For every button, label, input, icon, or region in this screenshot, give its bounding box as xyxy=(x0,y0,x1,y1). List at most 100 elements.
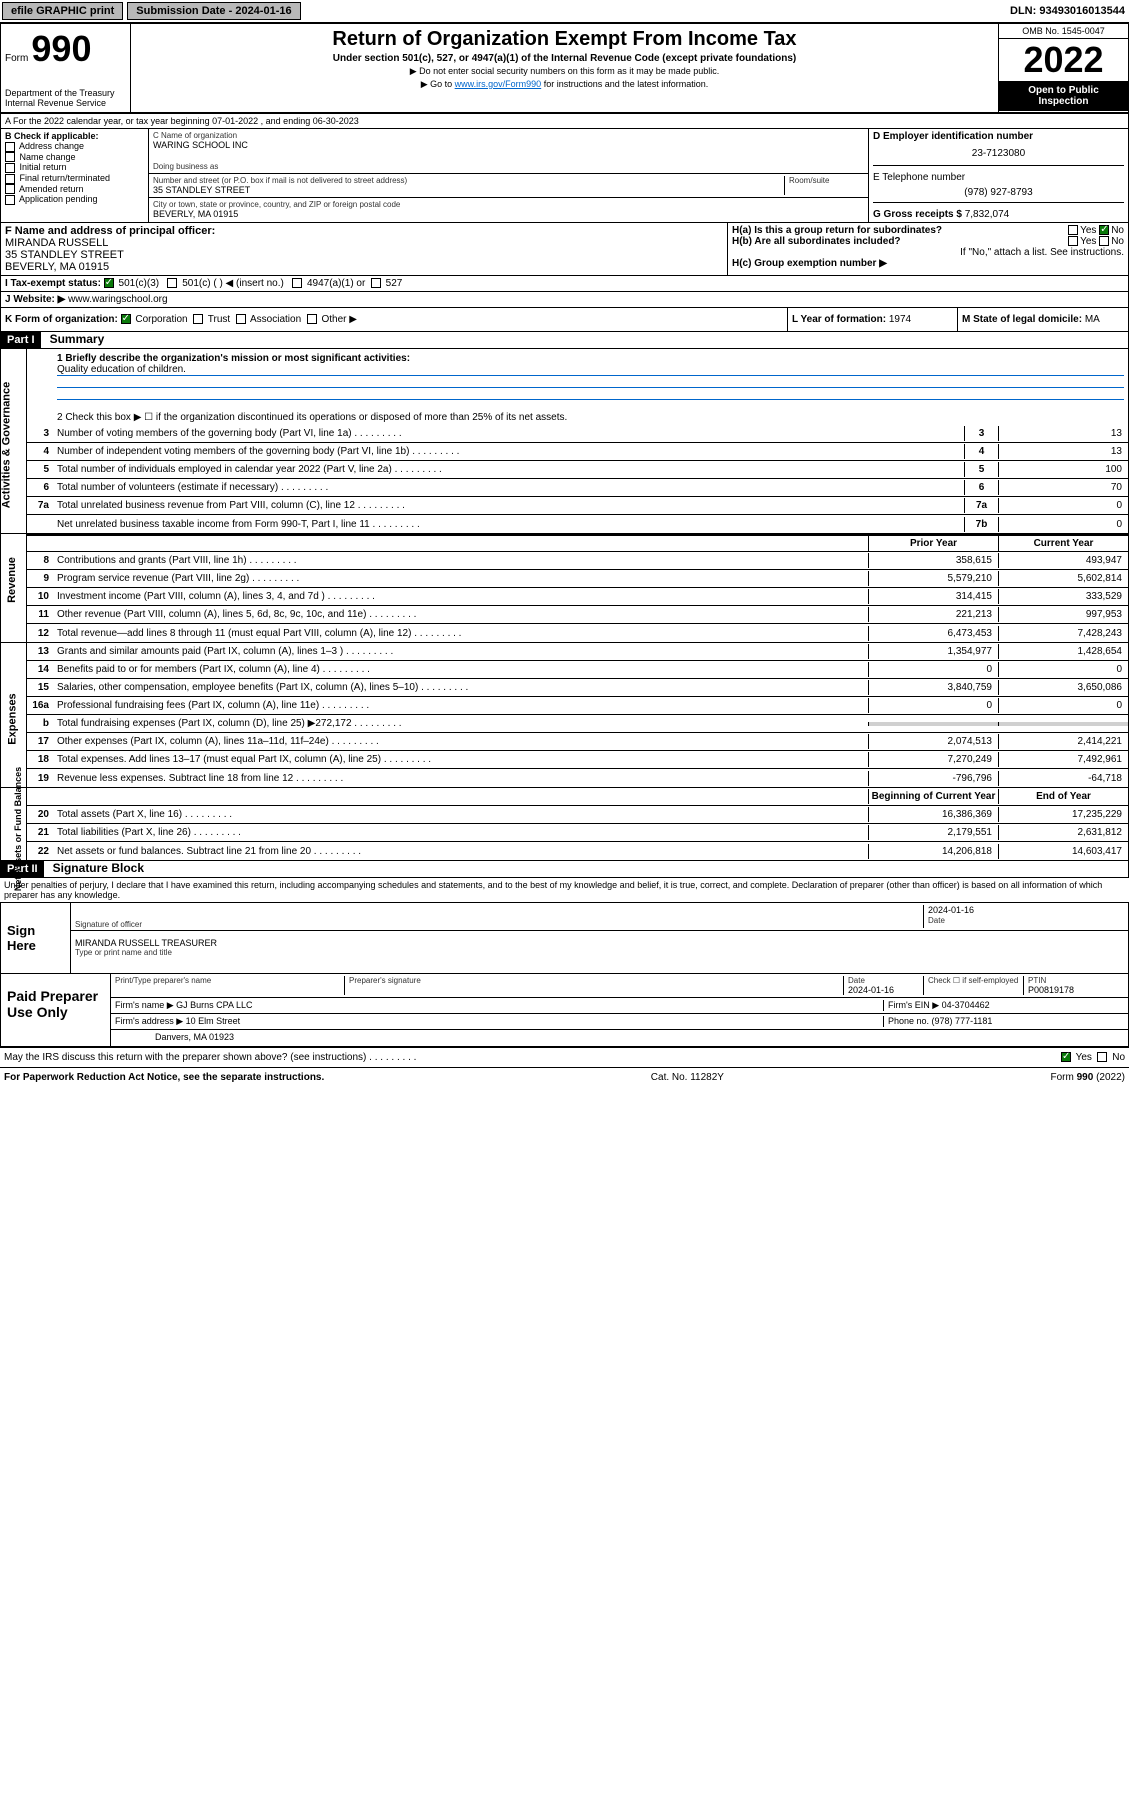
dba-label: Doing business as xyxy=(153,162,864,171)
vtab-exp: Expenses xyxy=(7,693,19,744)
501c-checkbox[interactable] xyxy=(167,278,177,288)
footer-right: Form 990 (2022) xyxy=(1051,1072,1125,1083)
527-checkbox[interactable] xyxy=(371,278,381,288)
state-domicile: MA xyxy=(1085,314,1100,325)
q2-text: 2 Check this box ▶ ☐ if the organization… xyxy=(57,412,1124,423)
ha-yes-checkbox[interactable] xyxy=(1068,225,1078,235)
prep-name-label: Print/Type preparer's name xyxy=(115,976,345,995)
org-name: WARING SCHOOL INC xyxy=(153,140,864,150)
ha-label: H(a) Is this a group return for subordin… xyxy=(732,225,942,236)
current-value: 17,235,229 xyxy=(998,807,1128,822)
hc-label: H(c) Group exemption number ▶ xyxy=(732,258,1124,269)
checkbox[interactable] xyxy=(5,142,15,152)
name-label: C Name of organization xyxy=(153,131,864,140)
ein-value: 23-7123080 xyxy=(873,142,1124,165)
q1-value: Quality education of children. xyxy=(57,364,1124,376)
hb-note: If "No," attach a list. See instructions… xyxy=(732,247,1124,258)
form-org-label: K Form of organization: xyxy=(5,314,118,325)
prior-value: 14,206,818 xyxy=(868,844,998,859)
checkbox[interactable] xyxy=(5,174,15,184)
current-value: 1,428,654 xyxy=(998,644,1128,659)
prior-value: 358,615 xyxy=(868,553,998,568)
col-current: Current Year xyxy=(998,536,1128,551)
prior-value: 314,415 xyxy=(868,589,998,604)
declaration: Under penalties of perjury, I declare th… xyxy=(0,878,1129,902)
street-label: Number and street (or P.O. box if mail i… xyxy=(153,176,784,185)
prior-value: -796,796 xyxy=(868,771,998,786)
block-b: B Check if applicable: Address change Na… xyxy=(1,129,149,222)
dln: DLN: 93493016013544 xyxy=(1010,5,1129,17)
submission-date-button[interactable]: Submission Date - 2024-01-16 xyxy=(127,2,300,20)
open-inspection: Open to Public Inspection xyxy=(999,81,1128,111)
sig-name-label: Type or print name and title xyxy=(75,948,1124,957)
current-value: 493,947 xyxy=(998,553,1128,568)
city-value: BEVERLY, MA 01915 xyxy=(153,209,864,219)
prior-value: 0 xyxy=(868,662,998,677)
current-value: 2,631,812 xyxy=(998,825,1128,840)
firm-city: Danvers, MA 01923 xyxy=(115,1032,1124,1044)
checkbox[interactable] xyxy=(5,195,15,205)
prior-value: 5,579,210 xyxy=(868,571,998,586)
irs-link[interactable]: www.irs.gov/Form990 xyxy=(455,79,542,89)
current-value: 0 xyxy=(998,698,1128,713)
instructions-note: ▶ Go to www.irs.gov/Form990 for instruct… xyxy=(139,79,990,90)
prior-value: 1,354,977 xyxy=(868,644,998,659)
form-number: 990 xyxy=(31,28,91,69)
4947-checkbox[interactable] xyxy=(292,278,302,288)
footer-left: For Paperwork Reduction Act Notice, see … xyxy=(4,1072,324,1083)
prior-value: 2,179,551 xyxy=(868,825,998,840)
efile-print-button[interactable]: efile GRAPHIC print xyxy=(2,2,123,20)
sig-name: MIRANDA RUSSELL TREASURER xyxy=(75,938,1124,948)
tax-year: 2022 xyxy=(999,39,1128,81)
room-label: Room/suite xyxy=(789,176,864,185)
sig-date: 2024-01-16 xyxy=(928,905,1124,915)
form-label: Form xyxy=(5,53,28,64)
part1-tag: Part I xyxy=(1,332,41,348)
form-subtitle: Under section 501(c), 527, or 4947(a)(1)… xyxy=(139,53,990,64)
current-value: 7,492,961 xyxy=(998,752,1128,767)
501c3-checkbox[interactable] xyxy=(104,278,114,288)
discuss-yes-checkbox[interactable] xyxy=(1061,1052,1071,1062)
current-value: 7,428,243 xyxy=(998,626,1128,641)
firm-ein: 04-3704462 xyxy=(942,1000,990,1010)
checkbox[interactable] xyxy=(5,163,15,173)
hb-yes-checkbox[interactable] xyxy=(1068,236,1078,246)
firm-name: GJ Burns CPA LLC xyxy=(176,1000,252,1010)
current-value: 997,953 xyxy=(998,607,1128,622)
discuss-label: May the IRS discuss this return with the… xyxy=(4,1052,366,1063)
prior-value: 221,213 xyxy=(868,607,998,622)
current-value: 0 xyxy=(998,662,1128,677)
dept-treasury: Department of the Treasury Internal Reve… xyxy=(5,88,126,108)
ssn-note: ▶ Do not enter social security numbers o… xyxy=(139,66,990,77)
part2-title: Signature Block xyxy=(47,861,144,875)
sig-officer-label: Signature of officer xyxy=(75,920,142,929)
form-title: Return of Organization Exempt From Incom… xyxy=(139,28,990,51)
vtab-ag: Activities & Governance xyxy=(0,382,12,509)
prior-value: 16,386,369 xyxy=(868,807,998,822)
prep-sig-label: Preparer's signature xyxy=(345,976,844,995)
officer-label: F Name and address of principal officer: xyxy=(5,225,723,237)
corp-checkbox[interactable] xyxy=(121,314,131,324)
prior-value: 7,270,249 xyxy=(868,752,998,767)
col-boy: Beginning of Current Year xyxy=(868,789,998,804)
tax-status-label: I Tax-exempt status: xyxy=(5,278,101,289)
website-label: J Website: ▶ xyxy=(5,294,68,305)
year-formation: 1974 xyxy=(889,314,911,325)
officer-city: BEVERLY, MA 01915 xyxy=(5,261,723,273)
date-label: Date xyxy=(928,916,945,925)
other-checkbox[interactable] xyxy=(307,314,317,324)
trust-checkbox[interactable] xyxy=(193,314,203,324)
phone-label: E Telephone number xyxy=(873,166,1124,183)
footer-mid: Cat. No. 11282Y xyxy=(651,1072,724,1083)
section-a: A For the 2022 calendar year, or tax yea… xyxy=(0,113,1129,129)
col-eoy: End of Year xyxy=(998,789,1128,804)
submission-label: Submission Date - xyxy=(136,5,235,17)
checkbox[interactable] xyxy=(5,152,15,162)
assoc-checkbox[interactable] xyxy=(236,314,246,324)
street-value: 35 STANDLEY STREET xyxy=(153,185,784,195)
checkbox[interactable] xyxy=(5,184,15,194)
ha-no-checkbox[interactable] xyxy=(1099,225,1109,235)
discuss-no-checkbox[interactable] xyxy=(1097,1052,1107,1062)
vtab-net: Net Assets or Fund Balances xyxy=(13,767,23,891)
hb-no-checkbox[interactable] xyxy=(1099,236,1109,246)
